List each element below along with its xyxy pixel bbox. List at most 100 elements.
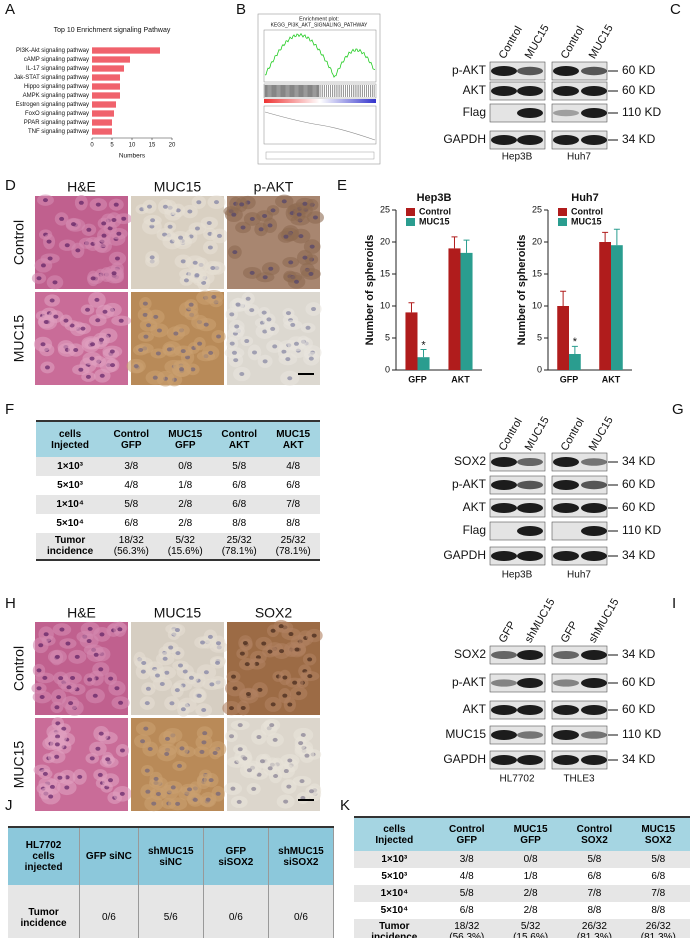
- row-label: MUC15: [11, 315, 27, 363]
- error-bar: [451, 236, 458, 249]
- tissue-nucleus: [156, 328, 162, 333]
- table-cell: 4/8: [286, 461, 301, 472]
- x-tick-label: AKT: [602, 374, 621, 384]
- tissue-nucleus: [237, 747, 243, 752]
- band: [517, 66, 543, 76]
- table: cells Injected Control GFP MUC15 GFP Contro…: [36, 420, 320, 561]
- tissue-nucleus: [87, 626, 93, 631]
- table-cell: 5/8: [232, 461, 247, 472]
- table-cell: shMUC15 siNC: [138, 827, 204, 885]
- bar: [599, 242, 611, 370]
- tissue-nucleus: [95, 746, 101, 751]
- tissue-nucleus: [287, 702, 293, 707]
- table-cell: 5/8: [124, 499, 139, 510]
- tissue-nucleus: [201, 708, 207, 713]
- tissue-nucleus: [165, 736, 171, 741]
- tissue-nucleus: [270, 208, 276, 213]
- tissue-nucleus: [162, 204, 168, 209]
- tissue-nucleus: [77, 774, 83, 779]
- tissue-nucleus: [53, 314, 59, 319]
- tissue-nucleus: [89, 756, 95, 761]
- band: [517, 755, 543, 765]
- cell-line-label: Huh7: [567, 152, 591, 163]
- band: [581, 135, 607, 145]
- band: [581, 650, 607, 660]
- tissue-nucleus: [152, 375, 158, 380]
- tissue-nucleus: [59, 216, 65, 221]
- tissue-nucleus: [142, 312, 148, 317]
- tissue-nucleus: [38, 643, 44, 648]
- tissue-nucleus: [54, 742, 60, 747]
- tissue-nucleus: [175, 208, 181, 213]
- x-tick-label: 10: [129, 143, 136, 149]
- band: [491, 66, 517, 76]
- tissue-nucleus: [212, 750, 218, 755]
- bar: [92, 74, 120, 81]
- tissue-nucleus: [242, 640, 248, 645]
- table-cell: GFP siNC: [79, 827, 139, 885]
- tissue-nucleus: [298, 234, 304, 239]
- y-axis-label: Number of spheroids: [364, 235, 376, 346]
- row-label: Control: [11, 220, 27, 265]
- tissue-nucleus: [74, 654, 80, 659]
- band: [517, 551, 543, 561]
- x-tick-label: 15: [149, 143, 156, 149]
- tissue-nucleus: [308, 789, 314, 794]
- tissue-nucleus: [234, 324, 240, 329]
- tissue-nucleus: [199, 749, 205, 754]
- table-cell: shMUC15 siSOX2: [268, 827, 335, 885]
- band: [517, 108, 543, 118]
- band: [517, 650, 543, 660]
- tissue-nucleus: [183, 278, 189, 283]
- y-tick-label: 0: [537, 364, 542, 374]
- error-bar: [613, 228, 620, 246]
- table-cell: 5/8: [651, 854, 666, 865]
- band: [581, 66, 607, 76]
- table-cell: 1×10⁴: [380, 888, 409, 899]
- bar: [405, 312, 418, 370]
- tissue-nucleus: [179, 746, 185, 751]
- tissue-nucleus: [215, 641, 221, 646]
- band: [553, 86, 579, 96]
- tissue-nucleus: [70, 222, 76, 227]
- y-tick-label: 20: [532, 236, 542, 246]
- tissue-nucleus: [85, 307, 91, 312]
- tissue-nucleus: [293, 341, 299, 346]
- y-tick-label: 10: [532, 300, 542, 310]
- table-cell: 3/8: [459, 854, 474, 865]
- lane-label: GFP: [559, 619, 581, 645]
- tissue-nucleus: [107, 778, 113, 783]
- tissue-nucleus: [170, 785, 176, 790]
- tissue-nucleus: [93, 652, 99, 657]
- tissue-nucleus: [47, 256, 53, 261]
- tissue-nucleus: [92, 693, 98, 698]
- tissue-nucleus: [113, 202, 119, 207]
- row-label: p-AKT: [452, 477, 487, 491]
- table-cell: 1×10³: [381, 854, 408, 865]
- table-cell: 0/6: [268, 885, 335, 938]
- tissue-nucleus: [44, 365, 50, 370]
- band: [581, 705, 607, 715]
- band: [553, 457, 579, 467]
- tissue-nucleus: [249, 270, 255, 275]
- legend-swatch: [406, 218, 415, 226]
- tissue-nucleus: [174, 628, 180, 633]
- tissue-nucleus: [57, 775, 63, 780]
- tissue-nucleus: [262, 213, 268, 218]
- band: [517, 705, 543, 715]
- y-tick-label: 0: [385, 364, 390, 374]
- tissue-nucleus: [42, 675, 48, 680]
- tissue-nucleus: [98, 337, 104, 342]
- band: [553, 480, 579, 490]
- tissue-nucleus: [232, 250, 238, 255]
- band: [517, 480, 543, 490]
- tissue-nucleus: [258, 227, 264, 232]
- row-label: p-AKT: [452, 63, 487, 77]
- tissue-nucleus: [282, 675, 288, 680]
- band: [491, 679, 517, 687]
- band: [491, 755, 517, 765]
- tissue-nucleus: [239, 371, 245, 376]
- panel-label: A: [5, 1, 15, 18]
- tissue-nucleus: [211, 294, 217, 299]
- tissue-nucleus: [194, 226, 200, 231]
